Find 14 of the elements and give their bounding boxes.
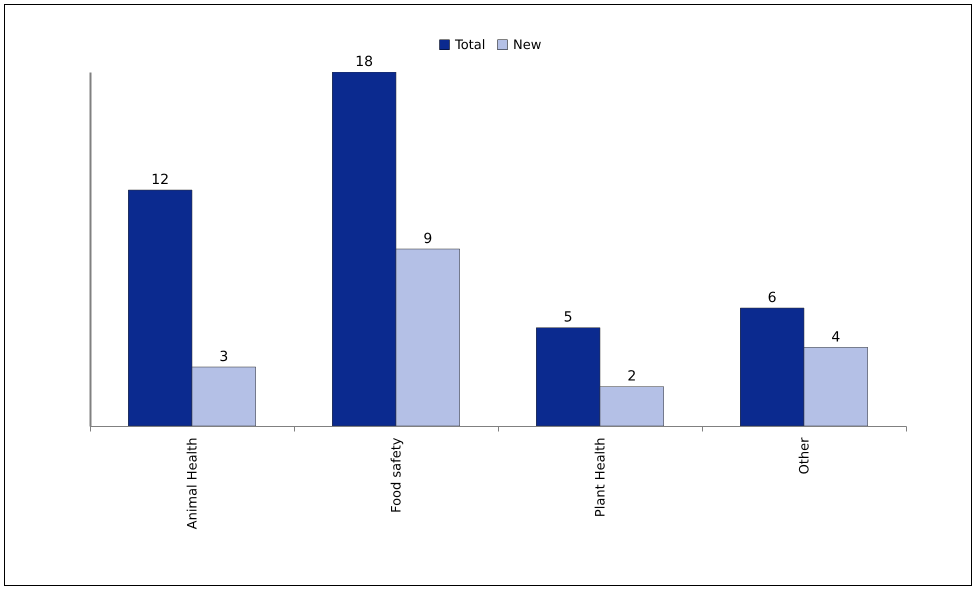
data-label: 5 — [564, 310, 573, 326]
x-tick-label: Food safety — [390, 437, 404, 513]
data-label: 4 — [831, 329, 840, 346]
x-tick-label: Other — [798, 436, 812, 474]
data-label: 18 — [355, 54, 374, 70]
data-label: 9 — [423, 231, 432, 247]
x-tick-label: Plant Health — [594, 438, 608, 518]
data-label: 3 — [219, 349, 228, 365]
legend-label: Total — [454, 38, 486, 53]
data-label: 12 — [151, 172, 170, 188]
data-label: 2 — [627, 368, 636, 385]
data-label: 6 — [768, 290, 777, 306]
x-tick-label: Animal Health — [186, 438, 200, 530]
legend-label: New — [513, 38, 542, 53]
